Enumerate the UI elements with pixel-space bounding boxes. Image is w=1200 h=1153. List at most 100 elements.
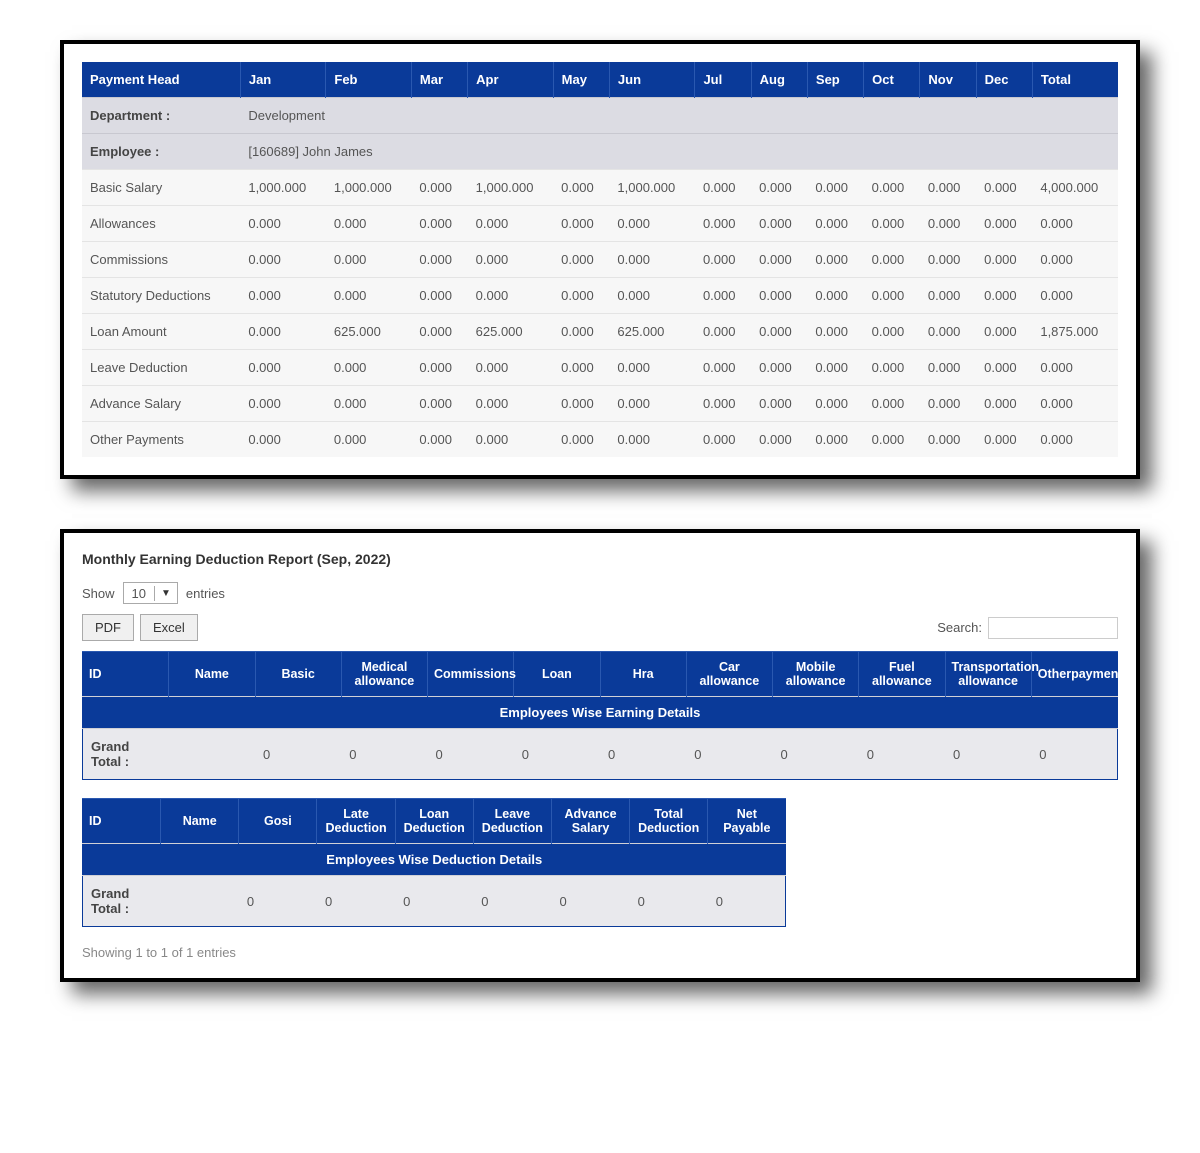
table-row: Other Payments0.0000.0000.0000.0000.0000… xyxy=(82,422,1118,458)
payment-value-cell: 0.000 xyxy=(976,206,1032,242)
payment-value-cell: 0.000 xyxy=(807,206,863,242)
grand-total-cell: 0 xyxy=(514,729,600,780)
earning-table: Employees Wise Earning Details IDNameBas… xyxy=(82,651,1118,780)
payment-col-header[interactable]: Jul xyxy=(695,62,751,98)
grand-total-cell: 0 xyxy=(473,876,551,927)
payment-col-header[interactable]: Aug xyxy=(751,62,807,98)
earning-col-header[interactable]: Otherpaymen xyxy=(1031,652,1117,697)
payment-value-cell: 0.000 xyxy=(976,386,1032,422)
payment-value-cell: 0.000 xyxy=(976,242,1032,278)
payment-value-cell: 0.000 xyxy=(411,242,467,278)
payment-value-cell: 0.000 xyxy=(411,206,467,242)
grand-total-cell: 0 xyxy=(395,876,473,927)
earning-col-header[interactable]: Commissions xyxy=(428,652,514,697)
search-input[interactable] xyxy=(988,617,1118,639)
grand-total-cell: 0 xyxy=(341,729,427,780)
earning-col-header[interactable]: Name xyxy=(169,652,255,697)
payment-head-cell: Commissions xyxy=(82,242,240,278)
grand-total-cell: 0 xyxy=(428,729,514,780)
payment-value-cell: 0.000 xyxy=(326,350,412,386)
department-label: Department : xyxy=(82,98,240,134)
payment-value-cell: 625.000 xyxy=(609,314,695,350)
grand-total-cell xyxy=(169,729,255,780)
earning-col-header[interactable]: Car allowance xyxy=(686,652,772,697)
earning-grand-total-row: Grand Total :0000000000 xyxy=(83,729,1118,780)
payment-value-cell: 0.000 xyxy=(695,350,751,386)
earning-col-header[interactable]: Basic xyxy=(255,652,341,697)
payment-col-header[interactable]: Oct xyxy=(864,62,920,98)
payment-col-header[interactable]: Dec xyxy=(976,62,1032,98)
table-row: Allowances0.0000.0000.0000.0000.0000.000… xyxy=(82,206,1118,242)
payment-value-cell: 0.000 xyxy=(553,422,609,458)
pdf-button[interactable]: PDF xyxy=(82,614,134,641)
entries-label: entries xyxy=(186,586,225,601)
payment-col-header[interactable]: Jun xyxy=(609,62,695,98)
excel-button[interactable]: Excel xyxy=(140,614,198,641)
grand-total-cell: 0 xyxy=(317,876,395,927)
earning-title-row: Employees Wise Earning Details xyxy=(83,697,1118,729)
deduction-col-header[interactable]: Leave Deduction xyxy=(473,799,551,844)
page-length-select[interactable]: 10 ▼ xyxy=(123,582,178,604)
payment-col-header[interactable]: May xyxy=(553,62,609,98)
deduction-col-header[interactable]: ID xyxy=(83,799,161,844)
deduction-wrap: Employees Wise Deduction Details IDNameG… xyxy=(82,798,786,927)
earning-col-header[interactable]: ID xyxy=(83,652,169,697)
payment-col-header[interactable]: Payment Head xyxy=(82,62,240,98)
table-row: Loan Amount0.000625.0000.000625.0000.000… xyxy=(82,314,1118,350)
payment-col-header[interactable]: Jan xyxy=(240,62,326,98)
payment-value-cell: 0.000 xyxy=(326,422,412,458)
grand-total-cell: 0 xyxy=(945,729,1031,780)
payment-value-cell: 0.000 xyxy=(976,170,1032,206)
deduction-col-header[interactable]: Late Deduction xyxy=(317,799,395,844)
deduction-grand-total-row: Grand Total :0000000 xyxy=(83,876,786,927)
payment-value-cell: 0.000 xyxy=(553,314,609,350)
payment-value-cell: 0.000 xyxy=(864,278,920,314)
payment-col-header[interactable]: Feb xyxy=(326,62,412,98)
deduction-col-header[interactable]: Advance Salary xyxy=(551,799,629,844)
earning-col-header[interactable]: Medical allowance xyxy=(341,652,427,697)
payment-value-cell: 0.000 xyxy=(609,242,695,278)
grand-total-cell: 0 xyxy=(1031,729,1117,780)
payment-col-header[interactable]: Apr xyxy=(468,62,554,98)
earning-col-header[interactable]: Loan xyxy=(514,652,600,697)
payment-value-cell: 0.000 xyxy=(240,386,326,422)
payment-value-cell: 0.000 xyxy=(807,242,863,278)
earning-col-header[interactable]: Mobile allowance xyxy=(773,652,859,697)
payment-value-cell: 0.000 xyxy=(864,206,920,242)
deduction-col-header[interactable]: Net Payable xyxy=(708,799,786,844)
payment-value-cell: 625.000 xyxy=(468,314,554,350)
payment-value-cell: 0.000 xyxy=(1032,422,1118,458)
deduction-col-header[interactable]: Name xyxy=(161,799,239,844)
payment-col-header[interactable]: Total xyxy=(1032,62,1118,98)
earning-col-header[interactable]: Transportation allowance xyxy=(945,652,1031,697)
payment-head-cell: Advance Salary xyxy=(82,386,240,422)
payment-value-cell: 0.000 xyxy=(807,170,863,206)
deduction-col-header[interactable]: Gosi xyxy=(239,799,317,844)
payment-value-cell: 0.000 xyxy=(468,350,554,386)
payment-value-cell: 0.000 xyxy=(751,314,807,350)
payment-value-cell: 0.000 xyxy=(864,170,920,206)
payment-value-cell: 0.000 xyxy=(609,386,695,422)
payment-col-header[interactable]: Nov xyxy=(920,62,976,98)
employee-value: [160689] John James xyxy=(240,134,1118,170)
payment-value-cell: 0.000 xyxy=(920,314,976,350)
payment-value-cell: 0.000 xyxy=(920,350,976,386)
earning-col-header[interactable]: Fuel allowance xyxy=(859,652,945,697)
grand-total-cell: 0 xyxy=(255,729,341,780)
deduction-col-header[interactable]: Total Deduction xyxy=(630,799,708,844)
earning-col-header[interactable]: Hra xyxy=(600,652,686,697)
payment-table-header-row: Payment HeadJanFebMarAprMayJunJulAugSepO… xyxy=(82,62,1118,98)
payment-col-header[interactable]: Mar xyxy=(411,62,467,98)
payment-col-header[interactable]: Sep xyxy=(807,62,863,98)
payment-value-cell: 0.000 xyxy=(1032,242,1118,278)
search-label: Search: xyxy=(937,620,982,635)
payment-value-cell: 0.000 xyxy=(695,206,751,242)
payment-value-cell: 0.000 xyxy=(751,206,807,242)
payment-value-cell: 0.000 xyxy=(920,170,976,206)
payment-value-cell: 1,000.000 xyxy=(609,170,695,206)
payment-value-cell: 0.000 xyxy=(240,242,326,278)
payment-value-cell: 0.000 xyxy=(468,422,554,458)
earning-title: Employees Wise Earning Details xyxy=(83,697,1118,729)
payment-value-cell: 0.000 xyxy=(920,206,976,242)
deduction-col-header[interactable]: Loan Deduction xyxy=(395,799,473,844)
